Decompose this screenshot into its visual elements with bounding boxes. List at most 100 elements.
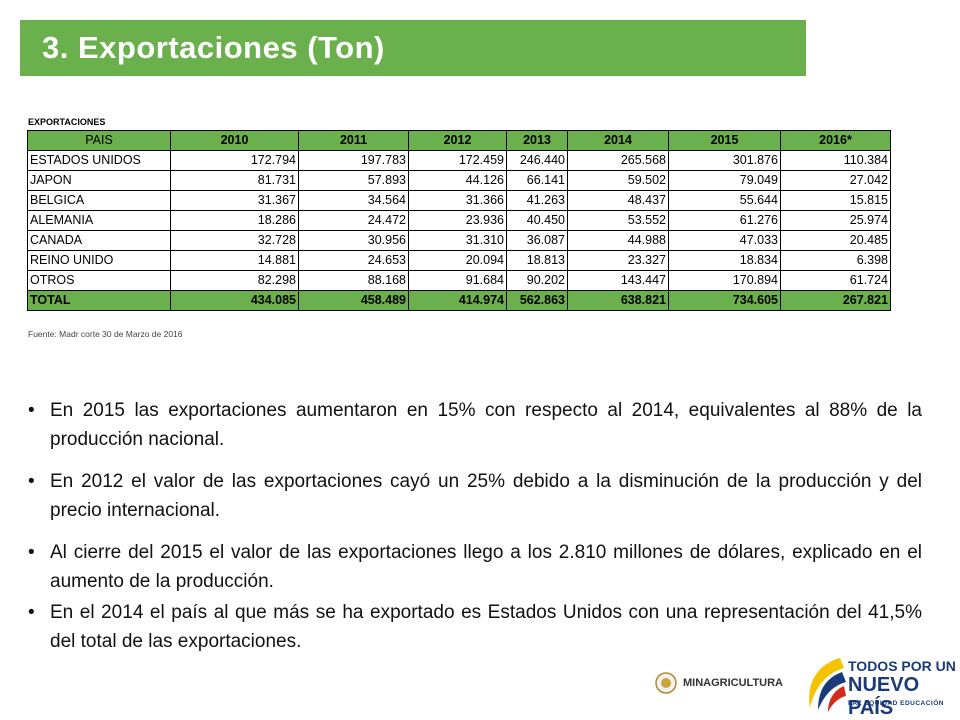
value-cell: 90.202 [506,270,568,291]
value-cell: 59.502 [567,170,669,191]
header-row: PAIS 2010 2011 2012 2013 2014 2015 2016* [27,130,891,151]
column-header: PAIS [27,130,171,151]
slogan-sub: PAZ EQUIDAD EDUCACIÓN [848,700,944,707]
value-cell: 23.327 [567,250,669,271]
country-cell: CANADA [27,230,171,251]
column-header: 2015 [668,130,781,151]
table-row: OTROS 82.298 88.168 91.684 90.202 143.447 170.… [27,270,891,291]
bullet-item: Al cierre del 2015 el valor de las expor… [28,538,922,596]
value-cell: 88.168 [298,270,409,291]
value-cell: 32.728 [170,230,299,251]
table-row: JAPON 81.731 57.893 44.126 66.141 59.502 79.04… [27,170,891,191]
value-cell: 91.684 [408,270,507,291]
column-header: 2013 [506,130,568,151]
ministry-name: MINAGRICULTURA [683,677,784,689]
value-cell: 20.094 [408,250,507,271]
country-cell: ESTADOS UNIDOS [27,150,171,171]
value-cell: 82.298 [170,270,299,291]
bullet-item: En 2012 el valor de las exportaciones ca… [28,467,922,525]
country-cell: JAPON [27,170,171,191]
column-header: 2014 [567,130,669,151]
bullet-item: En el 2014 el país al que más se ha expo… [28,598,922,656]
table-row: ALEMANIA 18.286 24.472 23.936 40.450 53.552 61… [27,210,891,231]
bullet-list: En 2015 las exportaciones aumentaron en … [28,396,922,669]
value-cell: 172.459 [408,150,507,171]
total-cell: 734.605 [668,290,781,311]
column-header: 2011 [298,130,409,151]
government-logo: TODOS POR UN NUEVO PAÍS PAZ EQUIDAD EDUC… [800,650,960,720]
value-cell: 18.286 [170,210,299,231]
value-cell: 53.552 [567,210,669,231]
value-cell: 31.366 [408,190,507,211]
government-emblem [809,658,846,712]
slogan-top: TODOS POR UN [848,658,956,674]
value-cell: 44.126 [408,170,507,191]
total-cell: 267.821 [780,290,891,311]
value-cell: 301.876 [668,150,781,171]
value-cell: 66.141 [506,170,568,191]
value-cell: 265.568 [567,150,669,171]
value-cell: 41.263 [506,190,568,211]
total-cell: 414.974 [408,290,507,311]
value-cell: 23.936 [408,210,507,231]
total-cell: 458.489 [298,290,409,311]
value-cell: 172.794 [170,150,299,171]
country-cell: REINO UNIDO [27,250,171,271]
title-banner: 3. Exportaciones (Ton) [20,20,806,76]
value-cell: 24.653 [298,250,409,271]
value-cell: 40.450 [506,210,568,231]
value-cell: 14.881 [170,250,299,271]
total-row: TOTAL 434.085 458.489 414.974 562.863 638.821… [27,290,891,311]
slide-title: 3. Exportaciones (Ton) [42,30,385,65]
value-cell: 36.087 [506,230,568,251]
total-label: TOTAL [27,290,171,311]
value-cell: 24.472 [298,210,409,231]
value-cell: 25.974 [780,210,891,231]
value-cell: 44.988 [567,230,669,251]
value-cell: 15.815 [780,190,891,211]
value-cell: 79.049 [668,170,781,191]
value-cell: 20.485 [780,230,891,251]
value-cell: 246.440 [506,150,568,171]
value-cell: 30.956 [298,230,409,251]
value-cell: 81.731 [170,170,299,191]
value-cell: 6.398 [780,250,891,271]
value-cell: 18.813 [506,250,568,271]
table-row: ESTADOS UNIDOS 172.794 197.783 172.459 246.4… [27,150,891,171]
value-cell: 57.893 [298,170,409,191]
value-cell: 61.276 [668,210,781,231]
table-row: CANADA 32.728 30.956 31.310 36.087 44.988 47.0… [27,230,891,251]
column-header: 2012 [408,130,507,151]
country-cell: OTROS [27,270,171,291]
value-cell: 31.367 [170,190,299,211]
table-row: BELGICA 31.367 34.564 31.366 41.263 48.437 55.… [27,190,891,211]
table-row: REINO UNIDO 14.881 24.653 20.094 18.813 23.32… [27,250,891,271]
value-cell: 143.447 [567,270,669,291]
value-cell: 61.724 [780,270,891,291]
ministry-emblem [655,672,677,694]
value-cell: 34.564 [298,190,409,211]
exports-table: PAIS 2010 2011 2012 2013 2014 2015 2016* ESTADO… [27,130,891,311]
table-caption: EXPORTACIONES [28,117,106,127]
source-note: Fuente: Madr corte 30 de Marzo de 2016 [28,329,183,339]
ministry-logo: MINAGRICULTURA [655,668,790,698]
value-cell: 197.783 [298,150,409,171]
value-cell: 110.384 [780,150,891,171]
value-cell: 18.834 [668,250,781,271]
value-cell: 47.033 [668,230,781,251]
bullet-item: En 2015 las exportaciones aumentaron en … [28,396,922,454]
value-cell: 55.644 [668,190,781,211]
value-cell: 27.042 [780,170,891,191]
value-cell: 48.437 [567,190,669,211]
column-header: 2016* [780,130,891,151]
column-header: 2010 [170,130,299,151]
country-cell: ALEMANIA [27,210,171,231]
country-cell: BELGICA [27,190,171,211]
total-cell: 638.821 [567,290,669,311]
value-cell: 31.310 [408,230,507,251]
total-cell: 434.085 [170,290,299,311]
total-cell: 562.863 [506,290,568,311]
value-cell: 170.894 [668,270,781,291]
slogan-main: NUEVO PAÍS [848,674,920,719]
